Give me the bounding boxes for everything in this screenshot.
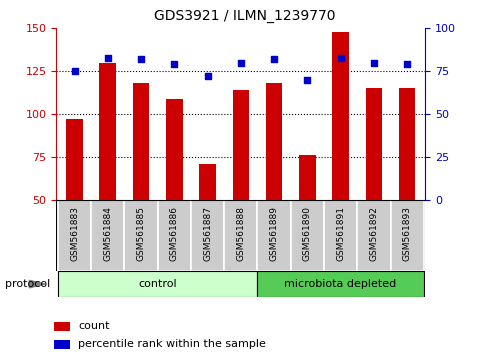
Text: control: control — [138, 279, 177, 289]
Bar — [224, 200, 257, 271]
Bar — [165, 99, 182, 200]
Bar — [58, 200, 91, 271]
Text: microbiota depleted: microbiota depleted — [284, 279, 396, 289]
Text: protocol: protocol — [5, 279, 50, 289]
Text: GDS3921 / ILMN_1239770: GDS3921 / ILMN_1239770 — [153, 9, 335, 23]
Point — [137, 56, 144, 62]
Text: GSM561888: GSM561888 — [236, 206, 245, 262]
Point — [170, 62, 178, 67]
Bar — [58, 271, 257, 297]
Point — [403, 62, 410, 67]
Text: count: count — [78, 321, 109, 331]
Bar — [54, 340, 70, 349]
Text: GSM561887: GSM561887 — [203, 206, 212, 262]
Bar — [54, 322, 70, 331]
Text: GSM561883: GSM561883 — [70, 206, 79, 262]
Bar — [299, 155, 315, 200]
Bar — [365, 88, 382, 200]
Point — [270, 56, 278, 62]
Point — [70, 68, 78, 74]
Bar — [390, 200, 423, 271]
Bar — [324, 200, 357, 271]
Polygon shape — [29, 280, 45, 288]
Point — [236, 60, 244, 65]
Bar — [132, 83, 149, 200]
Text: GSM561893: GSM561893 — [402, 206, 411, 262]
Text: GSM561892: GSM561892 — [368, 206, 378, 262]
Text: GSM561884: GSM561884 — [103, 206, 112, 262]
Point — [336, 55, 344, 60]
Text: GSM561889: GSM561889 — [269, 206, 278, 262]
Bar — [190, 200, 224, 271]
Bar — [232, 90, 249, 200]
Point — [369, 60, 377, 65]
Text: percentile rank within the sample: percentile rank within the sample — [78, 339, 265, 349]
Text: GSM561886: GSM561886 — [169, 206, 179, 262]
Bar — [398, 88, 415, 200]
Bar — [124, 200, 157, 271]
Point — [203, 74, 211, 79]
Bar — [332, 32, 348, 200]
Bar — [257, 271, 423, 297]
Bar — [99, 63, 116, 200]
Bar — [66, 119, 82, 200]
Bar — [357, 200, 390, 271]
Text: GSM561890: GSM561890 — [302, 206, 311, 262]
Point — [303, 77, 311, 83]
Bar — [157, 200, 190, 271]
Bar — [199, 164, 215, 200]
Text: GSM561885: GSM561885 — [136, 206, 145, 262]
Bar — [265, 83, 282, 200]
Text: GSM561891: GSM561891 — [335, 206, 345, 262]
Bar — [91, 200, 124, 271]
Bar — [290, 200, 324, 271]
Bar — [257, 200, 290, 271]
Point — [103, 55, 111, 60]
